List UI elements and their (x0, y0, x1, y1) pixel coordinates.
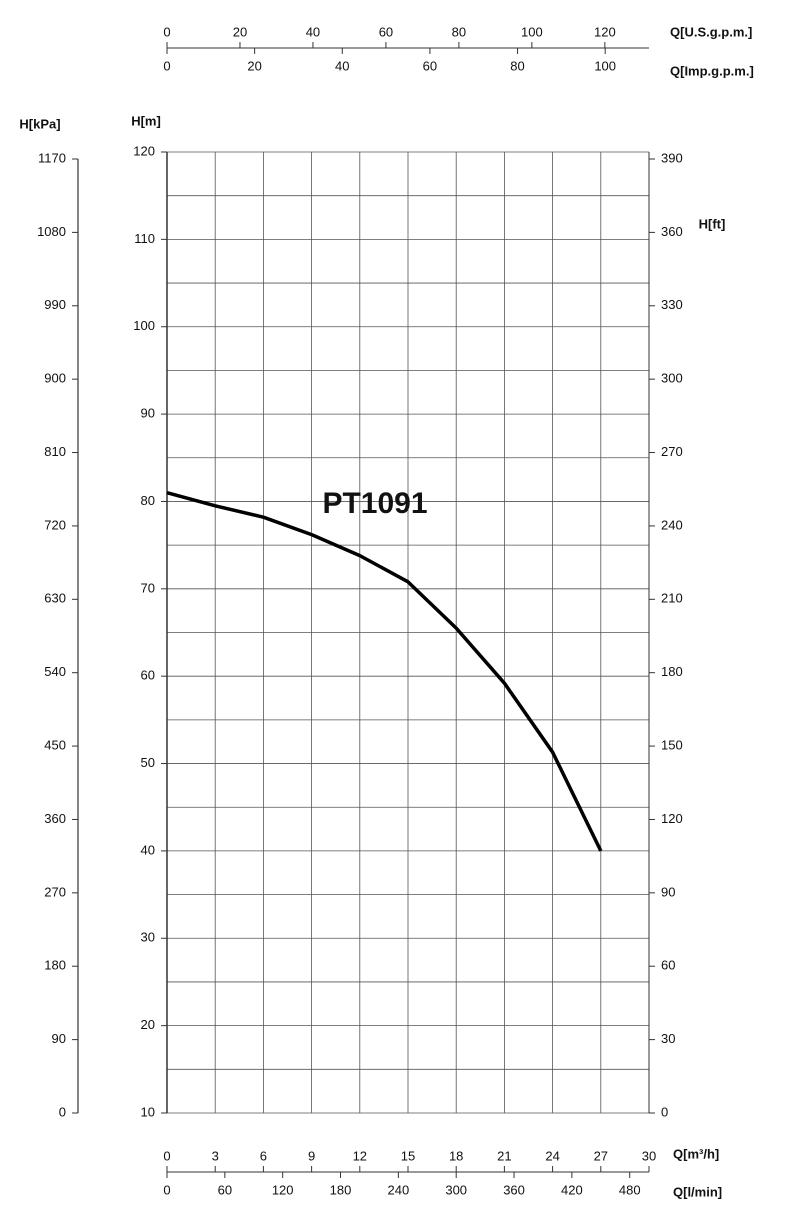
impgpm-axis-label: Q[Imp.g.p.m.] (670, 63, 754, 78)
kpa-tick-label: 630 (44, 591, 66, 606)
y-tick-label: 100 (133, 318, 155, 333)
usgpm-axis-label: Q[U.S.g.p.m.] (670, 24, 752, 39)
y2-tick-label: 330 (661, 297, 683, 312)
lmin-axis-label: Q[l/min] (673, 1184, 722, 1199)
bottom-tick-label: 60 (218, 1182, 232, 1197)
top-tick-label: 100 (594, 58, 616, 73)
top-tick-label: 40 (306, 24, 320, 39)
kpa-tick-label: 900 (44, 371, 66, 386)
y-tick-label: 110 (134, 231, 155, 246)
top-tick-label: 80 (510, 58, 524, 73)
y-tick-label: 120 (133, 143, 155, 158)
y2-tick-label: 300 (661, 371, 683, 386)
x-tick-label: 12 (353, 1148, 367, 1163)
x-tick-label: 3 (212, 1148, 219, 1163)
curve (166, 491, 603, 852)
y-tick-label: 70 (141, 580, 155, 595)
top-tick-label: 20 (233, 24, 247, 39)
top-tick-label: 60 (423, 58, 437, 73)
kpa-tick-label: 450 (44, 738, 66, 753)
x-tick-label: 18 (449, 1148, 463, 1163)
y-tick-label: 30 (141, 930, 155, 945)
y-axis-label: H[m] (131, 113, 161, 128)
y2-axis-label: H[ft] (699, 216, 726, 231)
x-tick-label: 30 (642, 1148, 656, 1163)
y2-tick-label: 60 (661, 958, 675, 973)
x-tick-label: 27 (594, 1148, 608, 1163)
top-tick-label: 60 (379, 24, 393, 39)
bottom-tick-label: 480 (619, 1182, 641, 1197)
y2-tick-label: 210 (661, 591, 683, 606)
kpa-tick-label: 180 (44, 958, 66, 973)
y-tick-label: 90 (141, 406, 155, 421)
kpa-tick-label: 540 (44, 664, 66, 679)
y-tick-label: 80 (141, 493, 155, 508)
y2-tick-label: 180 (661, 664, 683, 679)
x-tick-label: 21 (497, 1148, 511, 1163)
y-tick-label: 50 (141, 755, 155, 770)
x-tick-label: 24 (545, 1148, 559, 1163)
y2-tick-label: 270 (661, 444, 683, 459)
y2-tick-label: 30 (661, 1031, 675, 1046)
top-tick-label: 40 (335, 58, 349, 73)
kpa-axis-label: H[kPa] (19, 116, 60, 131)
x-tick-label: 0 (163, 1148, 170, 1163)
kpa-tick-label: 0 (59, 1104, 66, 1119)
y-tick-label: 20 (141, 1017, 155, 1032)
bottom-tick-label: 300 (445, 1182, 467, 1197)
bottom-tick-label: 420 (561, 1182, 583, 1197)
kpa-tick-label: 810 (44, 444, 66, 459)
y-tick-label: 60 (141, 668, 155, 683)
y2-tick-label: 150 (661, 738, 683, 753)
bottom-tick-label: 0 (163, 1182, 170, 1197)
top-tick-label: 80 (452, 24, 466, 39)
x-tick-label: 15 (401, 1148, 415, 1163)
top-tick-label: 100 (521, 24, 543, 39)
kpa-tick-label: 1170 (38, 150, 66, 165)
kpa-tick-label: 1080 (37, 224, 66, 239)
bottom-tick-label: 240 (388, 1182, 410, 1197)
y2-tick-label: 240 (661, 517, 683, 532)
y2-tick-label: 0 (661, 1104, 668, 1119)
top-tick-label: 20 (247, 58, 261, 73)
x-axis-label: Q[m³/h] (673, 1146, 719, 1161)
top-tick-label: 120 (594, 24, 616, 39)
kpa-tick-label: 270 (44, 884, 66, 899)
kpa-tick-label: 720 (44, 517, 66, 532)
curve-label: PT1091 (322, 487, 427, 520)
y-tick-label: 10 (141, 1104, 155, 1119)
bottom-tick-label: 360 (503, 1182, 525, 1197)
x-tick-label: 6 (260, 1148, 267, 1163)
kpa-tick-label: 990 (44, 297, 66, 312)
kpa-tick-label: 360 (44, 811, 66, 826)
y2-tick-label: 390 (661, 150, 683, 165)
x-tick-label: 9 (308, 1148, 315, 1163)
kpa-tick-label: 90 (52, 1031, 66, 1046)
top-tick-label: 0 (163, 58, 170, 73)
bottom-tick-label: 120 (272, 1182, 294, 1197)
y2-tick-label: 360 (661, 224, 683, 239)
bottom-tick-label: 180 (330, 1182, 352, 1197)
y-tick-label: 40 (141, 842, 155, 857)
top-tick-label: 0 (163, 24, 170, 39)
y2-tick-label: 120 (661, 811, 683, 826)
y2-tick-label: 90 (661, 884, 675, 899)
